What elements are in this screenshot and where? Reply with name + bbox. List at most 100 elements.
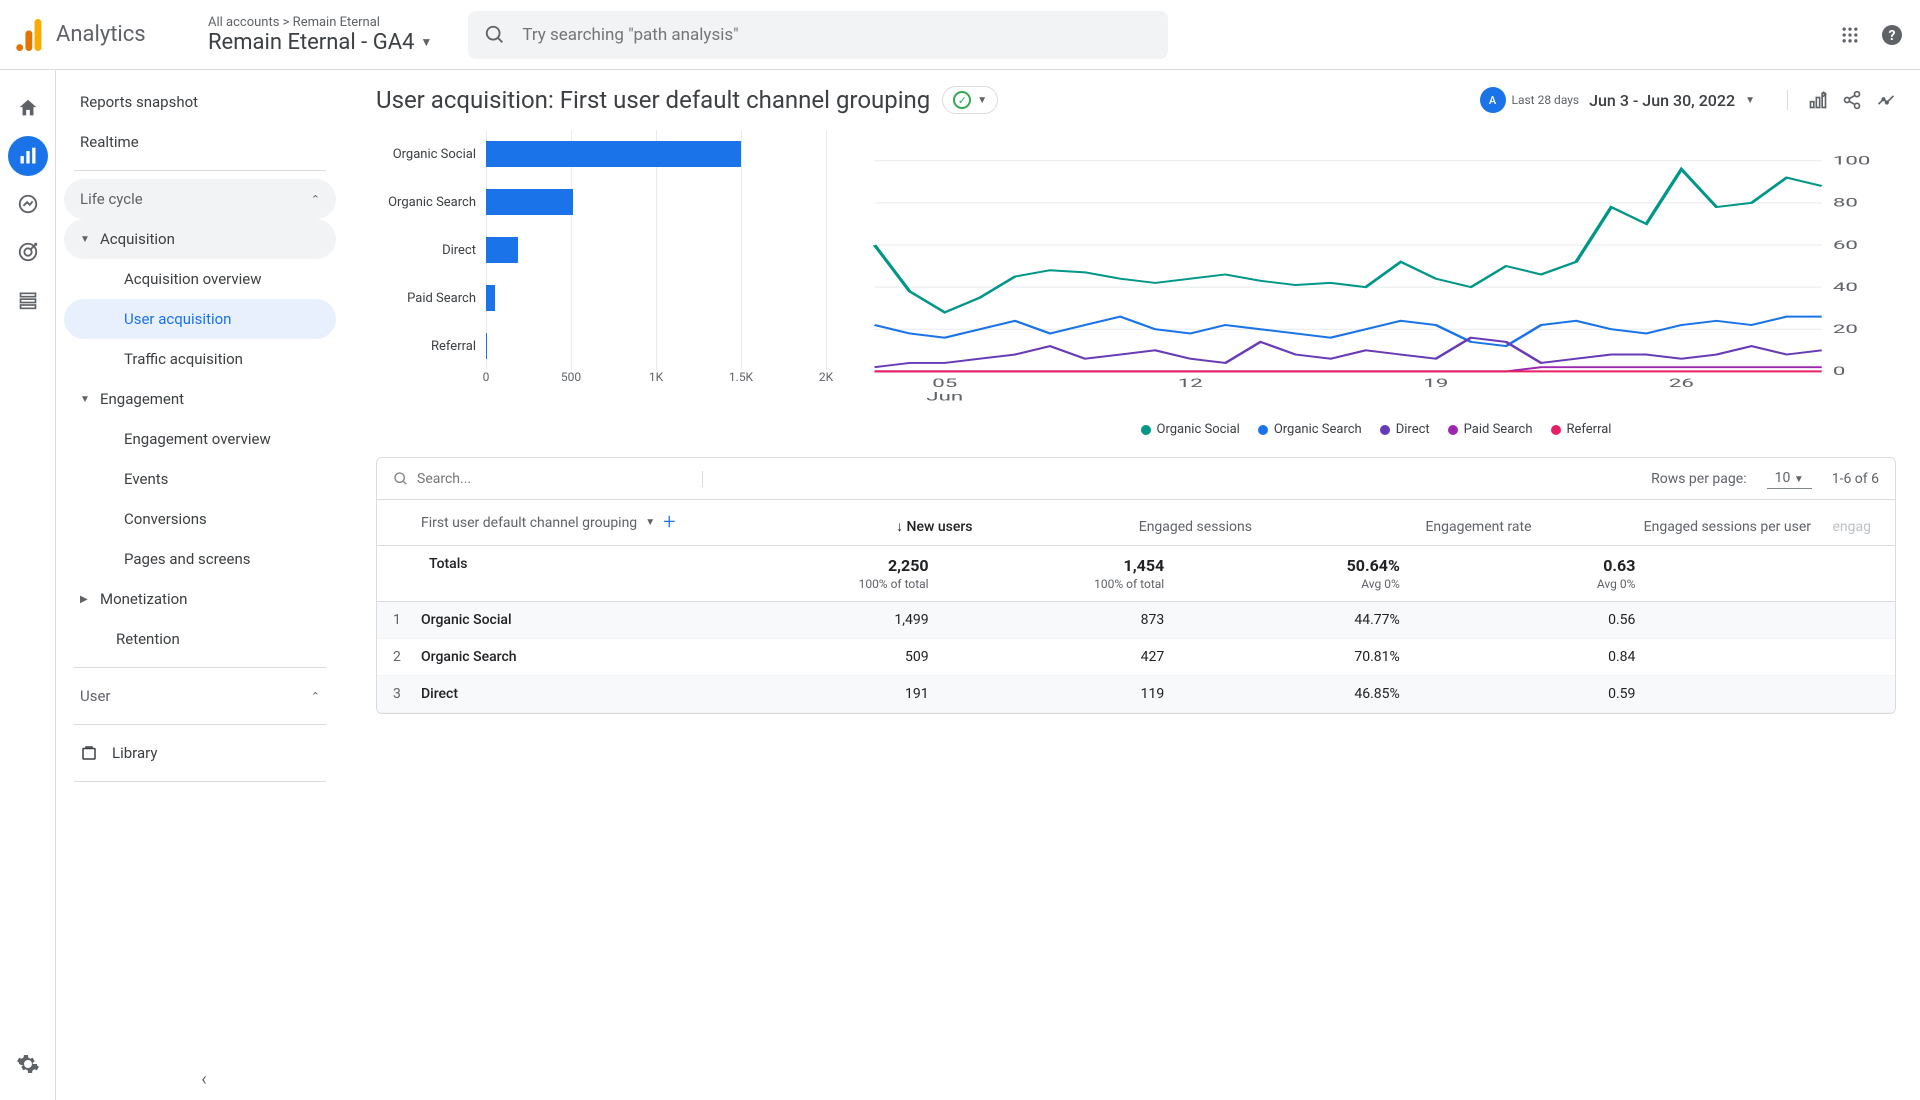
chevron-down-icon: ▼ [977,95,987,106]
svg-text:19: 19 [1423,377,1448,390]
svg-text:12: 12 [1178,377,1203,390]
sidebar-events[interactable]: Events [64,459,336,499]
bar-row: Organic Search [376,178,836,226]
search-icon [393,471,409,487]
sidebar-engagement[interactable]: ▼Engagement [64,379,336,419]
dimension-selector[interactable]: First user default channel grouping ▼ + [421,510,701,535]
data-table: Rows per page: 10 ▼ 1-6 of 6 First user … [376,457,1896,714]
sidebar-reports-snapshot[interactable]: Reports snapshot [64,82,336,122]
line-chart: 02040608010005Jun121926 Organic SocialOr… [856,130,1896,437]
search-icon [484,24,506,46]
svg-text:0: 0 [1833,365,1846,378]
col-new-users[interactable]: ↓ New users [701,518,981,535]
svg-text:?: ? [1889,28,1896,44]
table-search-input[interactable] [417,471,595,487]
reports-icon[interactable] [8,136,48,176]
totals-row: Totals 2,250100% of total 1,454100% of t… [377,546,1895,602]
svg-text:60: 60 [1833,239,1858,252]
col-eng-per-user[interactable]: Engaged sessions per user [1540,519,1820,535]
svg-text:05: 05 [932,377,957,390]
sidebar-acquisition-overview[interactable]: Acquisition overview [64,259,336,299]
customize-icon[interactable] [1808,90,1828,110]
sidebar-acquisition[interactable]: ▼Acquisition [64,219,336,259]
svg-text:100: 100 [1833,155,1871,168]
col-engaged-sessions[interactable]: Engaged sessions [981,519,1261,535]
bar-row: Direct [376,226,836,274]
sidebar-library[interactable]: Library [64,733,336,773]
rows-per-page-select[interactable]: 10 ▼ [1767,468,1812,489]
bar-chart: Organic SocialOrganic SearchDirectPaid S… [376,130,836,437]
search-input[interactable] [522,25,1152,45]
table-row[interactable]: 2 Organic Search 509 427 70.81% 0.84 [377,639,1895,676]
triangle-down-icon: ▼ [80,234,90,245]
reports-sidebar: Reports snapshot Realtime Life cycle⌃ ▼A… [56,70,352,1100]
home-icon[interactable] [8,88,48,128]
sidebar-realtime[interactable]: Realtime [64,122,336,162]
library-icon [80,744,98,762]
add-dimension-button[interactable]: + [663,510,675,535]
sidebar-user[interactable]: User⌃ [64,676,336,716]
rows-per-page-label: Rows per page: [1651,471,1746,487]
title-row: User acquisition: First user default cha… [376,86,1896,114]
col-engagement-rate[interactable]: Engagement rate [1260,519,1540,535]
chart-legend: Organic Social Organic Search Direct Paid S… [856,422,1896,437]
admin-gear-icon[interactable] [8,1044,48,1084]
advertising-icon[interactable] [8,232,48,272]
app-header: Analytics All accounts > Remain Eternal … [0,0,1920,70]
breadcrumb: All accounts > Remain Eternal [208,15,432,30]
svg-text:26: 26 [1669,377,1694,390]
col-truncated[interactable]: engag [1819,519,1879,535]
table-search[interactable] [393,471,703,487]
bar-row: Paid Search [376,274,836,322]
svg-text:20: 20 [1833,323,1858,336]
legend-item[interactable]: Organic Social [1141,422,1240,437]
divider [74,781,326,782]
property-name: Remain Eternal - GA4 [208,30,414,55]
bar-row: Organic Social [376,130,836,178]
configure-icon[interactable] [8,280,48,320]
chevron-down-icon: ▼ [420,35,432,49]
date-range-text: Jun 3 - Jun 30, 2022 [1589,91,1735,110]
sidebar-life-cycle[interactable]: Life cycle⌃ [64,179,336,219]
search-bar[interactable] [468,11,1168,59]
legend-item[interactable]: Direct [1380,422,1430,437]
triangle-down-icon: ▼ [80,394,90,405]
apps-icon[interactable] [1840,25,1860,45]
property-selector[interactable]: All accounts > Remain Eternal Remain Ete… [192,15,448,55]
sidebar-engagement-overview[interactable]: Engagement overview [64,419,336,459]
main-content: User acquisition: First user default cha… [352,70,1920,1100]
date-range-selector[interactable]: A Last 28 days Jun 3 - Jun 30, 2022 ▼ [1480,87,1756,113]
product-name: Analytics [56,22,146,47]
collapse-sidebar-icon[interactable]: ‹ [201,1069,206,1090]
check-circle-icon: ✓ [953,91,971,109]
share-icon[interactable] [1842,90,1862,110]
divider [74,667,326,668]
explore-icon[interactable] [8,184,48,224]
svg-text:40: 40 [1833,281,1858,294]
divider [74,170,326,171]
analytics-logo-icon [16,19,44,51]
comparison-badge-icon: A [1480,87,1506,113]
svg-text:Jun: Jun [926,391,963,404]
left-rail [0,70,56,1100]
sidebar-monetization[interactable]: ▶Monetization [64,579,336,619]
legend-item[interactable]: Organic Search [1258,422,1362,437]
sidebar-conversions[interactable]: Conversions [64,499,336,539]
divider [74,724,326,725]
legend-item[interactable]: Paid Search [1448,422,1533,437]
chevron-up-icon: ⌃ [311,193,320,206]
help-icon[interactable]: ? [1880,23,1904,47]
svg-text:80: 80 [1833,197,1858,210]
triangle-right-icon: ▶ [80,594,90,605]
sidebar-user-acquisition[interactable]: User acquisition [64,299,336,339]
table-row[interactable]: 1 Organic Social 1,499 873 44.77% 0.56 [377,602,1895,639]
sidebar-retention[interactable]: Retention [64,619,336,659]
insights-icon[interactable] [1876,90,1896,110]
sidebar-pages-screens[interactable]: Pages and screens [64,539,336,579]
sidebar-traffic-acquisition[interactable]: Traffic acquisition [64,339,336,379]
table-row[interactable]: 3 Direct 191 119 46.85% 0.59 [377,676,1895,713]
legend-item[interactable]: Referral [1551,422,1612,437]
sort-arrow-down-icon: ↓ [896,519,903,535]
date-preset-label: Last 28 days [1512,93,1580,107]
status-chip[interactable]: ✓ ▼ [942,86,998,114]
